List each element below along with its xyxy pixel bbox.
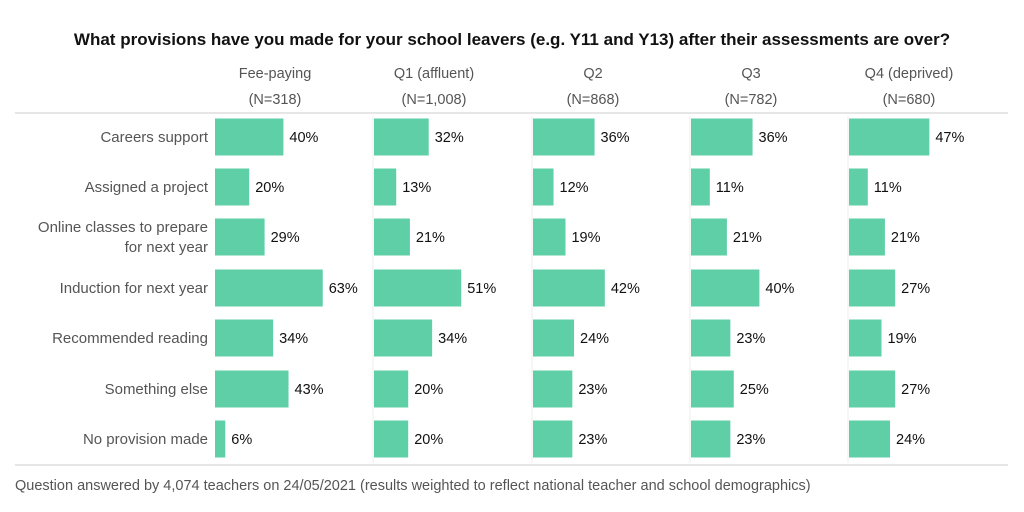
- panel-header: Fee-paying: [239, 66, 312, 82]
- bar: [849, 218, 885, 256]
- bar: [849, 319, 882, 357]
- bar: [691, 420, 731, 458]
- panel-header: Q2: [583, 66, 602, 82]
- bar: [533, 420, 573, 458]
- data-label: 23%: [578, 382, 607, 398]
- panel-header: Q1 (affluent): [394, 66, 474, 82]
- data-label: 63%: [329, 281, 358, 297]
- panel-n-label: (N=318): [249, 92, 302, 108]
- data-label: 36%: [601, 130, 630, 146]
- data-label: 20%: [414, 382, 443, 398]
- bar: [849, 420, 891, 458]
- bar: [215, 168, 250, 206]
- data-label: 27%: [901, 281, 930, 297]
- bar: [849, 168, 868, 206]
- data-label: 34%: [438, 331, 467, 347]
- category-label: Induction for next year: [60, 280, 208, 297]
- data-label: 20%: [255, 180, 284, 196]
- data-label: 23%: [736, 331, 765, 347]
- panel-n-label: (N=868): [567, 92, 620, 108]
- data-label: 36%: [759, 130, 788, 146]
- bar: [374, 118, 429, 156]
- bar: [374, 319, 433, 357]
- panel-n-label: (N=680): [883, 92, 936, 108]
- panel-n-label: (N=782): [725, 92, 778, 108]
- data-label: 25%: [740, 382, 769, 398]
- data-label: 12%: [560, 180, 589, 196]
- data-label: 6%: [231, 432, 252, 448]
- bar: [691, 269, 760, 307]
- data-label: 23%: [736, 432, 765, 448]
- bar: [691, 168, 710, 206]
- panel-header: Q4 (deprived): [865, 66, 954, 82]
- category-label: Online classes to prepare: [38, 219, 208, 236]
- data-label: 20%: [414, 432, 443, 448]
- bar: [849, 118, 930, 156]
- bar: [533, 269, 605, 307]
- bar: [215, 118, 284, 156]
- data-label: 11%: [874, 180, 902, 196]
- bar: [691, 218, 727, 256]
- bar: [215, 218, 265, 256]
- panel-n-label: (N=1,008): [402, 92, 467, 108]
- bar: [691, 118, 753, 156]
- data-label: 21%: [416, 230, 445, 246]
- bar: [533, 218, 566, 256]
- data-label: 42%: [611, 281, 640, 297]
- data-label: 19%: [571, 230, 600, 246]
- chart-footnote: Question answered by 4,074 teachers on 2…: [15, 478, 811, 494]
- data-label: 27%: [901, 382, 930, 398]
- category-label: No provision made: [83, 431, 208, 448]
- bar: [374, 420, 409, 458]
- bar: [533, 370, 573, 408]
- category-label: Something else: [105, 381, 208, 398]
- bar: [215, 420, 226, 458]
- category-label: Recommended reading: [52, 330, 208, 347]
- data-label: 21%: [733, 230, 762, 246]
- panel-header: Q3: [741, 66, 760, 82]
- data-label: 51%: [467, 281, 496, 297]
- category-label: Assigned a project: [85, 179, 209, 196]
- bar: [533, 319, 575, 357]
- bar: [374, 269, 462, 307]
- bar: [215, 269, 323, 307]
- bar: [215, 370, 289, 408]
- data-label: 40%: [289, 130, 318, 146]
- bar: [849, 370, 896, 408]
- data-label: 13%: [402, 180, 431, 196]
- data-label: 24%: [580, 331, 609, 347]
- bar: [374, 370, 409, 408]
- data-label: 40%: [765, 281, 794, 297]
- bar: [374, 168, 397, 206]
- bar: [691, 319, 731, 357]
- bar: [849, 269, 896, 307]
- data-label: 21%: [891, 230, 920, 246]
- bar: [691, 370, 734, 408]
- data-label: 43%: [295, 382, 324, 398]
- chart-title: What provisions have you made for your s…: [73, 30, 951, 49]
- category-label: Careers support: [100, 129, 208, 146]
- data-label: 34%: [279, 331, 308, 347]
- data-label: 23%: [578, 432, 607, 448]
- data-label: 19%: [887, 331, 916, 347]
- bar: [215, 319, 274, 357]
- data-label: 24%: [896, 432, 925, 448]
- bar: [374, 218, 410, 256]
- bar: [533, 168, 554, 206]
- data-label: 29%: [271, 230, 300, 246]
- data-label: 11%: [716, 180, 744, 196]
- data-label: 47%: [935, 130, 964, 146]
- bar: [533, 118, 595, 156]
- category-label: for next year: [125, 239, 208, 256]
- data-label: 32%: [435, 130, 464, 146]
